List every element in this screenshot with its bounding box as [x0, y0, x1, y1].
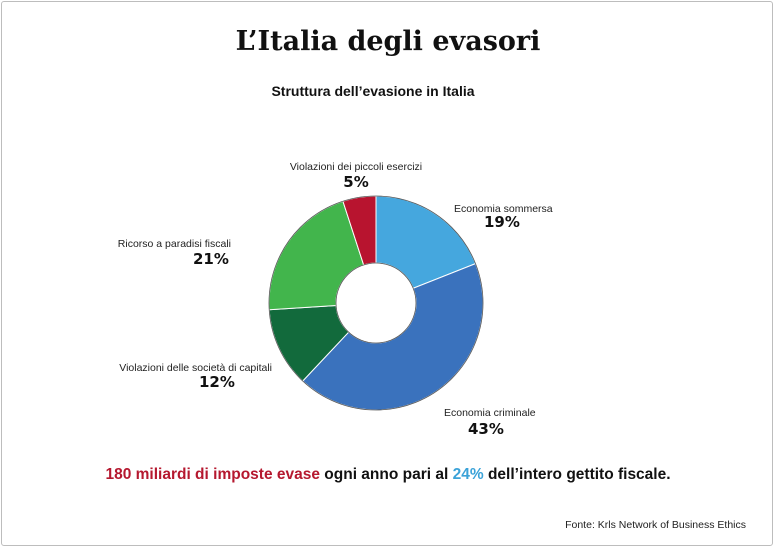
summary-amount: 180 miliardi di imposte evase: [105, 466, 320, 483]
slice-value-violazioni-dei-piccoli-esercizi: 5%: [343, 173, 368, 191]
summary-text-1: ogni anno pari al: [319, 466, 453, 483]
donut-outline: [268, 195, 484, 411]
chart-title: L’Italia degli evasori: [235, 26, 541, 57]
source-note: Fonte: Krls Network of Business Ethics: [565, 519, 746, 531]
slice-label-violazioni-delle-societ-di-capitali: Violazioni delle società di capitali: [119, 362, 272, 374]
summary-line: 180 miliardi di imposte evase ogni anno …: [0, 466, 776, 484]
slice-label-economia-sommersa: Economia sommersa: [454, 203, 553, 215]
summary-percent: 24%: [452, 466, 484, 483]
slice-value-ricorso-a-paradisi-fiscali: 21%: [193, 250, 229, 268]
slice-value-economia-criminale: 43%: [468, 420, 504, 438]
slice-label-economia-criminale: Economia criminale: [444, 407, 536, 419]
slice-label-ricorso-a-paradisi-fiscali: Ricorso a paradisi fiscali: [118, 238, 231, 250]
slice-value-violazioni-delle-societ-di-capitali: 12%: [199, 373, 235, 391]
summary-text-2: dell’intero gettito fiscale.: [483, 466, 671, 483]
donut-hole: [335, 262, 417, 344]
slice-label-violazioni-dei-piccoli-esercizi: Violazioni dei piccoli esercizi: [290, 161, 422, 173]
slice-value-economia-sommersa: 19%: [484, 213, 520, 231]
chart-subtitle: Struttura dell’evasione in Italia: [271, 83, 475, 99]
